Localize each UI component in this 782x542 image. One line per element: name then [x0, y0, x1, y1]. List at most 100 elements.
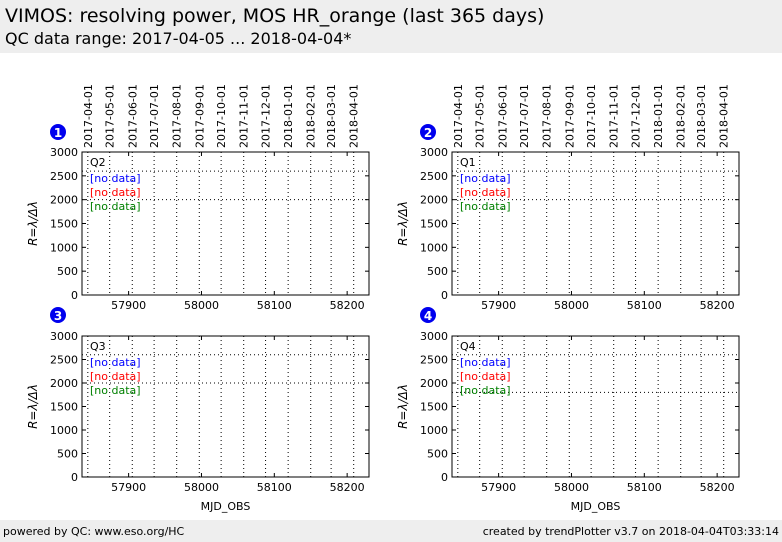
x-tick-label: 58100 — [257, 299, 292, 312]
date-tick-label: 2017-06-01 — [496, 84, 509, 148]
panel-number-badge — [420, 124, 436, 140]
date-tick-label: 2017-08-01 — [541, 84, 554, 148]
quadrant-label: Q4 — [460, 340, 476, 353]
y-tick-label: 0 — [441, 289, 448, 302]
y-tick-label: 2000 — [50, 377, 78, 390]
y-tick-label: 2000 — [420, 194, 448, 207]
date-tick-label: 2018-01-01 — [282, 84, 295, 148]
y-tick-label: 0 — [441, 471, 448, 484]
y-tick-label: 500 — [57, 448, 78, 461]
y-tick-label: 1500 — [420, 218, 448, 231]
y-tick-label: 2500 — [50, 170, 78, 183]
no-data-label: [no data] — [460, 384, 511, 397]
x-tick-label: 57900 — [111, 481, 146, 494]
footer-created-by: created by trendPlotter v3.7 on 2018-04-… — [482, 525, 779, 538]
y-tick-label: 500 — [57, 265, 78, 278]
date-tick-label: 2017-05-01 — [474, 84, 487, 148]
y-axis-label: R=λ/Δλ — [26, 384, 40, 429]
date-tick-label: 2017-04-01 — [82, 84, 95, 148]
date-tick-label: 2018-03-01 — [325, 84, 338, 148]
page-title: VIMOS: resolving power, MOS HR_orange (l… — [5, 5, 545, 27]
x-tick-label: 58100 — [627, 299, 662, 312]
y-tick-label: 1500 — [420, 401, 448, 414]
x-tick-label: 58000 — [184, 481, 219, 494]
y-tick-label: 1000 — [420, 241, 448, 254]
quadrant-label: Q1 — [460, 156, 476, 169]
no-data-label: [no data] — [90, 384, 141, 397]
date-tick-label: 2017-08-01 — [171, 84, 184, 148]
date-tick-label: 2017-05-01 — [104, 84, 117, 148]
date-tick-label: 2017-09-01 — [563, 84, 576, 148]
x-tick-label: 57900 — [481, 299, 516, 312]
no-data-label: [no data] — [460, 370, 511, 383]
no-data-label: [no data] — [90, 356, 141, 369]
y-tick-label: 3000 — [50, 146, 78, 159]
y-tick-label: 3000 — [50, 330, 78, 343]
y-tick-label: 2000 — [420, 377, 448, 390]
y-axis-label: R=λ/Δλ — [396, 384, 410, 429]
date-tick-label: 2018-04-01 — [718, 84, 731, 148]
x-tick-label: 58200 — [330, 481, 365, 494]
y-tick-label: 3000 — [420, 330, 448, 343]
date-tick-label: 2017-10-01 — [215, 84, 228, 148]
x-tick-label: 58200 — [700, 299, 735, 312]
footer: powered by QC: www.eso.org/HC created by… — [0, 520, 782, 542]
x-tick-label: 57900 — [481, 481, 516, 494]
no-data-label: [no data] — [90, 186, 141, 199]
quadrant-label: Q2 — [90, 156, 106, 169]
x-tick-label: 58100 — [627, 481, 662, 494]
date-tick-label: 2017-04-01 — [452, 84, 465, 148]
date-tick-label: 2018-02-01 — [675, 84, 688, 148]
y-tick-label: 1500 — [50, 218, 78, 231]
footer-powered-by: powered by QC: www.eso.org/HC — [3, 525, 185, 538]
date-tick-label: 2017-07-01 — [518, 84, 531, 148]
panel-number-badge — [50, 307, 66, 323]
no-data-label: [no data] — [90, 370, 141, 383]
x-tick-label: 58200 — [700, 481, 735, 494]
y-tick-label: 500 — [427, 448, 448, 461]
x-tick-label: 58100 — [257, 481, 292, 494]
y-tick-label: 2500 — [50, 354, 78, 367]
y-tick-label: 2000 — [50, 194, 78, 207]
panel-number-badge — [420, 307, 436, 323]
quadrant-label: Q3 — [90, 340, 106, 353]
panel-number-badge — [50, 124, 66, 140]
y-tick-label: 0 — [71, 289, 78, 302]
y-axis-label: R=λ/Δλ — [26, 201, 40, 246]
y-tick-label: 1000 — [420, 424, 448, 437]
date-tick-label: 2017-11-01 — [238, 84, 251, 148]
no-data-label: [no data] — [90, 172, 141, 185]
x-tick-label: 58200 — [330, 299, 365, 312]
y-tick-label: 1000 — [50, 241, 78, 254]
panel-number: 3 — [54, 309, 62, 323]
no-data-label: [no data] — [460, 172, 511, 185]
date-tick-label: 2018-01-01 — [652, 84, 665, 148]
x-tick-label: 58000 — [184, 299, 219, 312]
panel-number: 4 — [424, 309, 432, 323]
header: VIMOS: resolving power, MOS HR_orange (l… — [0, 0, 782, 53]
x-tick-label: 58000 — [554, 299, 589, 312]
x-axis-label: MJD_OBS — [571, 500, 621, 513]
y-tick-label: 2500 — [420, 170, 448, 183]
panel-number: 1 — [54, 126, 62, 140]
x-tick-label: 58000 — [554, 481, 589, 494]
date-tick-label: 2017-12-01 — [260, 84, 273, 148]
y-axis-label: R=λ/Δλ — [396, 201, 410, 246]
no-data-label: [no data] — [460, 200, 511, 213]
date-tick-label: 2017-11-01 — [608, 84, 621, 148]
no-data-label: [no data] — [460, 356, 511, 369]
date-tick-label: 2018-03-01 — [695, 84, 708, 148]
date-tick-label: 2017-07-01 — [148, 84, 161, 148]
date-tick-label: 2017-06-01 — [126, 84, 139, 148]
x-tick-label: 57900 — [111, 299, 146, 312]
y-tick-label: 3000 — [420, 146, 448, 159]
date-tick-label: 2018-04-01 — [348, 84, 361, 148]
date-tick-label: 2017-10-01 — [585, 84, 598, 148]
x-axis-label: MJD_OBS — [201, 500, 251, 513]
date-tick-label: 2017-12-01 — [630, 84, 643, 148]
page-subtitle: QC data range: 2017-04-05 ... 2018-04-04… — [5, 29, 352, 48]
y-tick-label: 1000 — [50, 424, 78, 437]
date-tick-label: 2018-02-01 — [305, 84, 318, 148]
panel-number: 2 — [424, 126, 432, 140]
y-tick-label: 500 — [427, 265, 448, 278]
